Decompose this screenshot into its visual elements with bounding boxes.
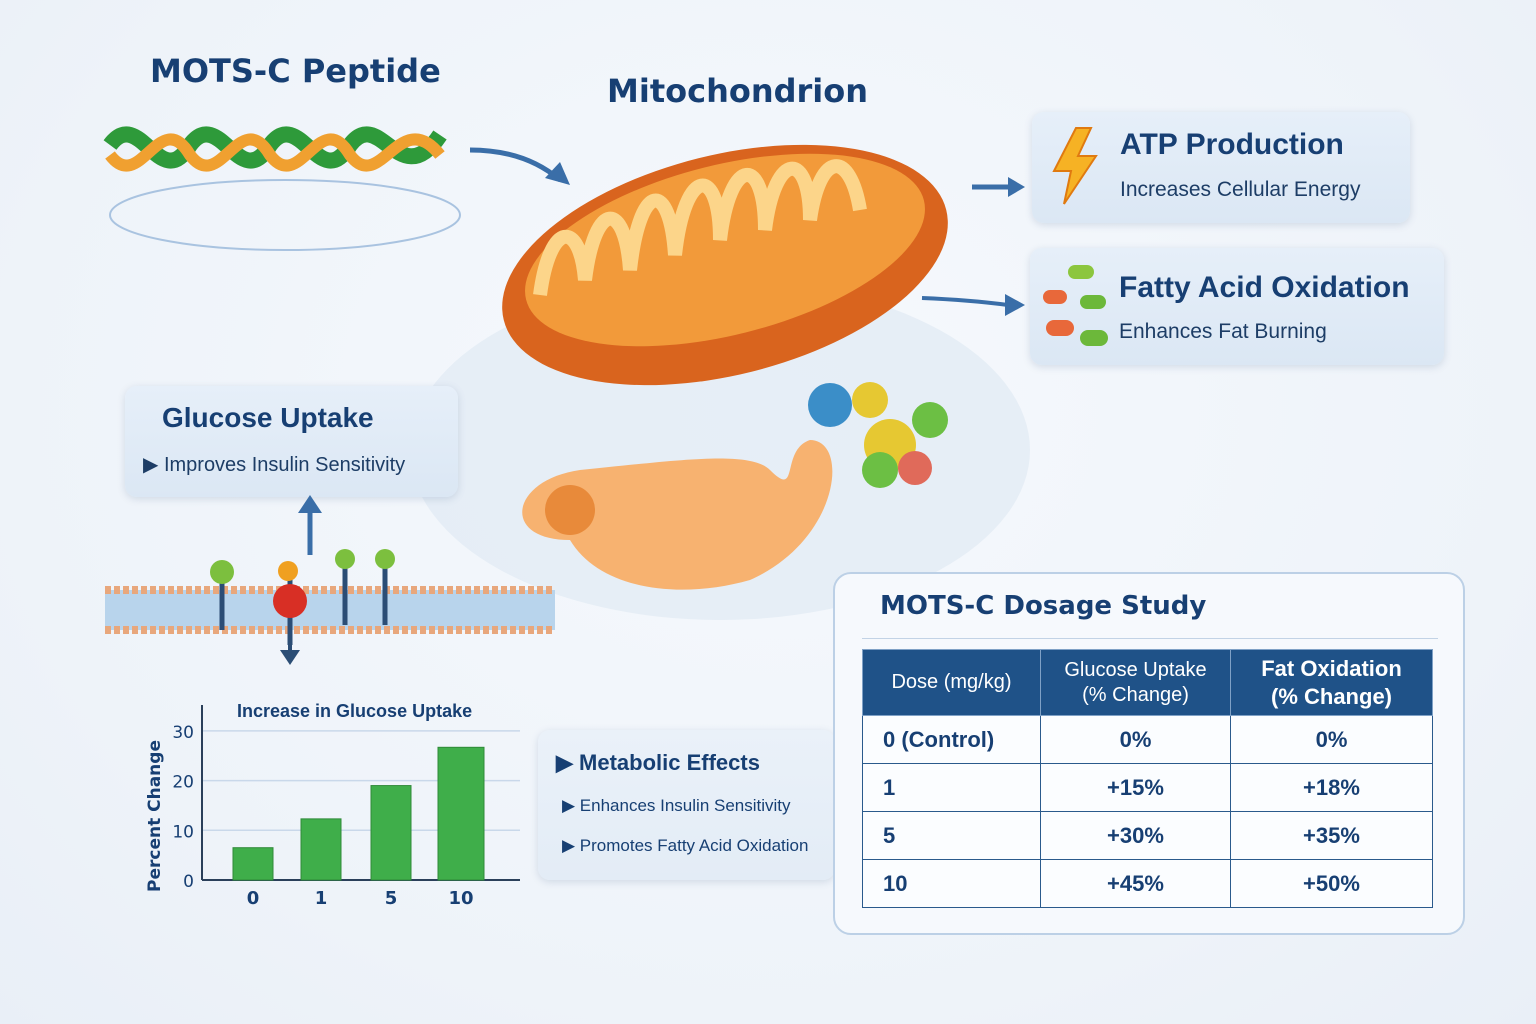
y-tick-label: 30 bbox=[172, 723, 194, 743]
arrow-icon bbox=[469, 147, 570, 185]
cell-glucose: +15% bbox=[1040, 763, 1231, 812]
divider bbox=[862, 638, 1438, 639]
mitochondrion-title: Mitochondrion bbox=[607, 72, 869, 110]
chart-title: Increase in Glucose Uptake bbox=[237, 701, 473, 721]
table-row: 5 +30% +35% bbox=[862, 811, 1433, 860]
effect-item: Promotes Fatty Acid Oxidation bbox=[579, 836, 809, 855]
atp-card: ATP Production Increases Cellular Energy bbox=[1032, 112, 1410, 223]
triangle-bullet-icon: ▶ bbox=[562, 836, 580, 855]
triangle-bullet-icon: ▶ bbox=[556, 750, 580, 775]
arrow-icon bbox=[972, 177, 1025, 197]
header-fat: Fat Oxidation (% Change) bbox=[1230, 649, 1433, 716]
glucose-subtitle: Improves Insulin Sensitivity bbox=[163, 454, 406, 476]
header-dose: Dose (mg/kg) bbox=[862, 649, 1041, 716]
metabolic-effects-card: ▶ Metabolic Effects ▶ Enhances Insulin S… bbox=[538, 730, 835, 880]
fatty-acid-card: Fatty Acid Oxidation Enhances Fat Burnin… bbox=[1030, 248, 1444, 365]
cell-fat: 0% bbox=[1230, 715, 1433, 764]
cell-glucose: +45% bbox=[1040, 859, 1231, 908]
fatty-acid-subtitle: Enhances Fat Burning bbox=[1119, 320, 1327, 343]
cell-dose: 0 (Control) bbox=[862, 715, 1041, 764]
bar bbox=[300, 818, 342, 881]
x-tick-label: 10 bbox=[448, 888, 473, 909]
bar bbox=[232, 847, 274, 881]
cell-fat: +35% bbox=[1230, 811, 1433, 860]
atp-subtitle: Increases Cellular Energy bbox=[1120, 178, 1361, 201]
bar bbox=[437, 746, 485, 881]
table-row: 1 +15% +18% bbox=[862, 763, 1433, 812]
dosage-table: Dose (mg/kg) Glucose Uptake (% Change) F… bbox=[862, 649, 1433, 908]
fatty-acid-capsules-icon bbox=[1043, 265, 1108, 346]
peptide-helix-icon bbox=[103, 126, 461, 251]
metabolic-effects-title: Metabolic Effects bbox=[579, 750, 760, 775]
arrow-icon bbox=[921, 294, 1025, 316]
table-row: 0 (Control) 0% 0% bbox=[862, 715, 1433, 764]
fatty-acid-title: Fatty Acid Oxidation bbox=[1119, 271, 1410, 304]
cell-fat: +18% bbox=[1230, 763, 1433, 812]
cell-dose: 5 bbox=[862, 811, 1041, 860]
atp-title: ATP Production bbox=[1120, 128, 1344, 161]
triangle-bullet-icon: ▶ bbox=[143, 454, 164, 476]
bar-chart: 0 10 20 30 0 1 5 10 bbox=[172, 705, 520, 909]
table-header-row: Dose (mg/kg) Glucose Uptake (% Change) F… bbox=[862, 649, 1433, 716]
y-tick-label: 10 bbox=[172, 822, 194, 842]
lightning-icon bbox=[1052, 127, 1098, 205]
x-tick-label: 0 bbox=[247, 888, 260, 909]
cell-glucose: +30% bbox=[1040, 811, 1231, 860]
cell-membrane-illustration bbox=[105, 495, 555, 665]
cell-illustration bbox=[420, 144, 1030, 620]
triangle-bullet-icon: ▶ bbox=[562, 796, 580, 815]
cell-fat: +50% bbox=[1230, 859, 1433, 908]
cell-dose: 10 bbox=[862, 859, 1041, 908]
header-glucose: Glucose Uptake (% Change) bbox=[1040, 649, 1231, 716]
peptide-title: MOTS-C Peptide bbox=[150, 52, 441, 90]
glucose-title: Glucose Uptake bbox=[162, 402, 374, 433]
x-tick-label: 1 bbox=[315, 888, 328, 909]
effect-item: Enhances Insulin Sensitivity bbox=[579, 796, 791, 815]
y-tick-label: 0 bbox=[183, 872, 194, 892]
study-title: MOTS-C Dosage Study bbox=[880, 591, 1207, 621]
glucose-uptake-card: Glucose Uptake ▶ Improves Insulin Sensit… bbox=[125, 386, 458, 497]
x-tick-label: 5 bbox=[385, 888, 398, 909]
bar bbox=[370, 785, 412, 881]
y-tick-label: 20 bbox=[172, 773, 194, 793]
cell-dose: 1 bbox=[862, 763, 1041, 812]
table-row: 10 +45% +50% bbox=[862, 859, 1433, 908]
cell-glucose: 0% bbox=[1040, 715, 1231, 764]
